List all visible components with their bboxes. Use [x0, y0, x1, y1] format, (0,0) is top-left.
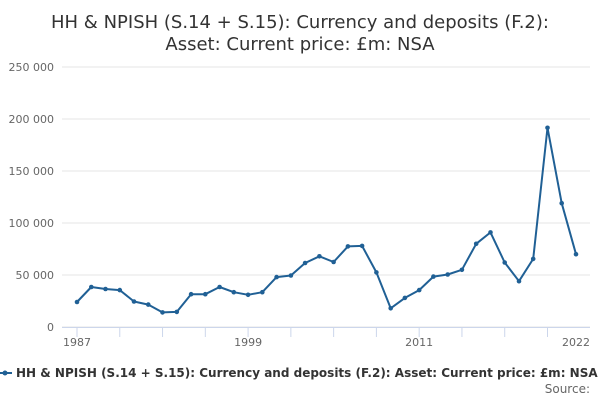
- data-point[interactable]: [388, 306, 394, 311]
- data-point[interactable]: [217, 284, 222, 290]
- data-point[interactable]: [274, 274, 279, 280]
- series-group: [74, 125, 579, 315]
- x-axis-labels: 1987 1999 2011 2022: [63, 336, 590, 349]
- y-tick-label: 50 000: [16, 269, 55, 282]
- y-tick-label: 150 000: [9, 165, 55, 178]
- y-tick-label: 250 000: [9, 61, 55, 74]
- data-point[interactable]: [131, 299, 137, 304]
- data-point[interactable]: [402, 295, 408, 301]
- data-point[interactable]: [545, 125, 550, 131]
- data-point[interactable]: [74, 299, 80, 305]
- data-point[interactable]: [530, 256, 536, 262]
- data-point[interactable]: [231, 289, 237, 295]
- data-point[interactable]: [473, 241, 479, 247]
- y-tick-label: 100 000: [9, 217, 55, 230]
- data-point[interactable]: [559, 200, 564, 206]
- data-point[interactable]: [516, 278, 522, 284]
- data-point[interactable]: [374, 270, 379, 275]
- data-point[interactable]: [445, 272, 451, 277]
- source-label: Source:: [545, 382, 590, 396]
- x-tick-label: 2022: [562, 336, 590, 349]
- data-point[interactable]: [203, 291, 208, 297]
- y-tick-label: 0: [47, 321, 54, 334]
- y-tick-label: 200 000: [9, 113, 55, 126]
- x-tick-label: 1987: [63, 336, 91, 349]
- data-point[interactable]: [345, 244, 351, 249]
- gridlines: [62, 66, 590, 328]
- data-point[interactable]: [359, 243, 365, 249]
- x-tick-label: 1999: [234, 336, 262, 349]
- data-point[interactable]: [260, 289, 265, 295]
- data-point[interactable]: [317, 253, 322, 259]
- data-point[interactable]: [146, 302, 151, 307]
- data-point[interactable]: [245, 292, 251, 298]
- chart-title-line-1: HH & NPISH (S.14 + S.15): Currency and d…: [51, 12, 549, 33]
- legend-label: HH & NPISH (S.14 + S.15): Currency and d…: [16, 366, 598, 380]
- series-line: [76, 126, 577, 314]
- x-tick-label: 2011: [405, 336, 433, 349]
- chart-title-line-2: Asset: Current price: £m: NSA: [165, 34, 435, 55]
- data-point[interactable]: [188, 291, 194, 297]
- data-point[interactable]: [488, 230, 493, 235]
- data-point[interactable]: [302, 260, 308, 266]
- data-point[interactable]: [416, 287, 422, 293]
- data-point[interactable]: [331, 259, 336, 265]
- x-axis: [62, 327, 590, 337]
- data-point[interactable]: [103, 286, 108, 292]
- data-point[interactable]: [160, 310, 165, 315]
- data-point[interactable]: [502, 260, 508, 265]
- data-point[interactable]: [431, 274, 436, 279]
- data-point[interactable]: [174, 309, 180, 315]
- data-point[interactable]: [573, 251, 579, 257]
- legend[interactable]: HH & NPISH (S.14 + S.15): Currency and d…: [0, 366, 598, 380]
- y-axis-labels: 0 50 000 100 000 150 000 200 000 250 000: [9, 61, 55, 334]
- legend-point-marker: [2, 370, 8, 376]
- data-point[interactable]: [89, 284, 94, 290]
- data-point[interactable]: [117, 287, 123, 293]
- data-point[interactable]: [459, 267, 465, 273]
- data-point[interactable]: [288, 273, 294, 278]
